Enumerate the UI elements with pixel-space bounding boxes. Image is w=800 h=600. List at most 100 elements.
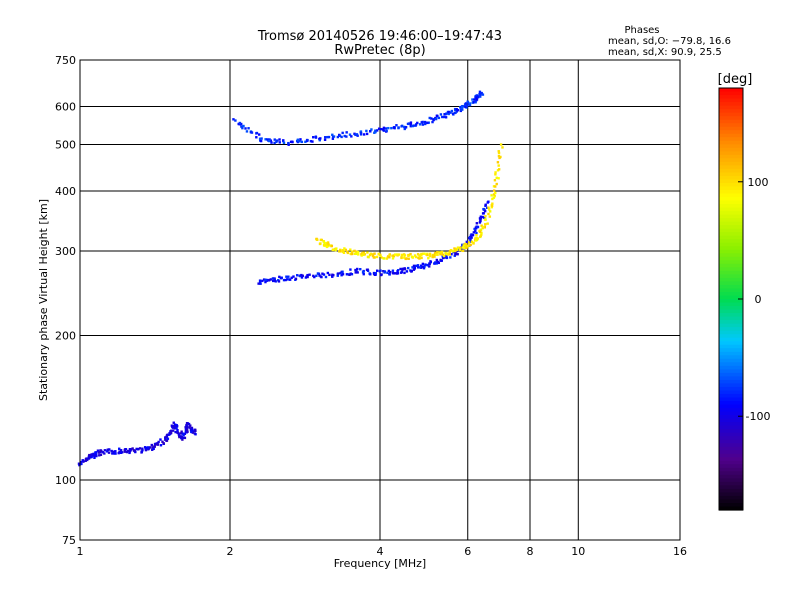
y-tick-label: 750 [55, 54, 76, 67]
data-point [409, 124, 413, 128]
data-point [321, 272, 324, 275]
data-point [129, 449, 132, 452]
data-point [478, 230, 482, 233]
data-point [486, 222, 489, 225]
data-point [194, 429, 197, 433]
data-point [343, 134, 346, 138]
data-point [418, 254, 422, 258]
data-point [108, 448, 111, 451]
data-point [275, 140, 278, 144]
data-point [465, 246, 468, 249]
x-tick-label: 1 [77, 545, 84, 558]
data-point [356, 251, 360, 255]
data-point [487, 208, 491, 211]
data-point [117, 451, 120, 455]
data-point [418, 266, 422, 269]
data-point [458, 248, 462, 251]
data-point [162, 442, 165, 445]
colorbar-segment [719, 355, 743, 360]
data-point [459, 246, 462, 249]
data-point [451, 250, 455, 253]
data-point [497, 168, 501, 171]
data-point [286, 278, 289, 281]
data-point [269, 278, 272, 281]
data-point [461, 248, 464, 251]
colorbar-segment [719, 158, 743, 163]
data-point [295, 274, 299, 277]
data-point [397, 126, 400, 129]
data-point [190, 430, 193, 433]
colorbar-segment [719, 179, 743, 184]
data-point [468, 102, 472, 105]
colorbar-segment [719, 404, 743, 409]
data-point [490, 194, 493, 197]
data-point [484, 203, 487, 206]
colorbar-segment [719, 327, 743, 332]
data-point [90, 453, 93, 456]
colorbar-segment [719, 432, 743, 437]
colorbar-tick-label: 100 [748, 176, 769, 189]
data-point [325, 241, 328, 245]
data-point [479, 219, 482, 222]
data-point [177, 433, 181, 436]
data-point [475, 234, 478, 237]
legend-x-stats: mean, sd,X: 90.9, 25.5 [608, 47, 722, 58]
data-point [488, 215, 492, 218]
data-point [95, 451, 98, 454]
data-point [417, 266, 420, 269]
y-tick-label: 400 [55, 185, 76, 198]
colorbar-segment [719, 453, 743, 458]
data-point [472, 241, 475, 245]
data-point [385, 257, 389, 260]
data-point [175, 424, 178, 428]
data-point [145, 446, 148, 450]
data-point [125, 450, 129, 454]
data-point [299, 138, 302, 141]
data-point [484, 215, 487, 218]
data-point [456, 246, 460, 249]
data-point [440, 259, 444, 262]
data-point [354, 268, 357, 272]
colorbar-segment [719, 457, 743, 462]
data-point [362, 252, 365, 256]
data-point [487, 200, 490, 203]
data-point [429, 260, 432, 263]
colorbar-label: [deg] [718, 72, 753, 87]
data-point [148, 446, 152, 449]
colorbar-segment [719, 306, 743, 311]
colorbar-segment [719, 102, 743, 107]
colorbar-segment [719, 393, 743, 399]
y-tick-label: 500 [55, 139, 76, 152]
chart-subtitle: RwPretec (8p) [334, 43, 425, 58]
y-axis-label: Stationary phase Virtual Height [km] [37, 199, 50, 401]
data-point [501, 146, 504, 149]
colorbar-segment [719, 408, 743, 413]
data-point [483, 216, 486, 220]
data-point [439, 113, 443, 116]
data-point [493, 179, 497, 182]
data-point [341, 131, 344, 135]
data-point [300, 140, 304, 144]
data-point [391, 254, 394, 257]
colorbar-segment [719, 337, 743, 342]
colorbar-segment [719, 242, 743, 247]
data-point [334, 248, 337, 252]
data-point [93, 454, 96, 458]
data-point [314, 135, 318, 138]
data-point [473, 227, 476, 231]
data-point [433, 252, 437, 255]
data-point [350, 250, 354, 253]
data-point [345, 135, 348, 138]
data-point [442, 256, 445, 260]
colorbar-segment [719, 502, 743, 508]
data-point [278, 141, 281, 144]
colorbar-tick-label: 0 [755, 293, 762, 306]
data-point [319, 242, 322, 245]
data-point [491, 197, 494, 201]
data-point [479, 95, 482, 98]
x-axis-label: Frequency [MHz] [334, 557, 426, 570]
data-point [470, 236, 473, 239]
data-point [170, 425, 174, 428]
data-point [414, 123, 418, 126]
x-tick-label: 6 [464, 545, 471, 558]
